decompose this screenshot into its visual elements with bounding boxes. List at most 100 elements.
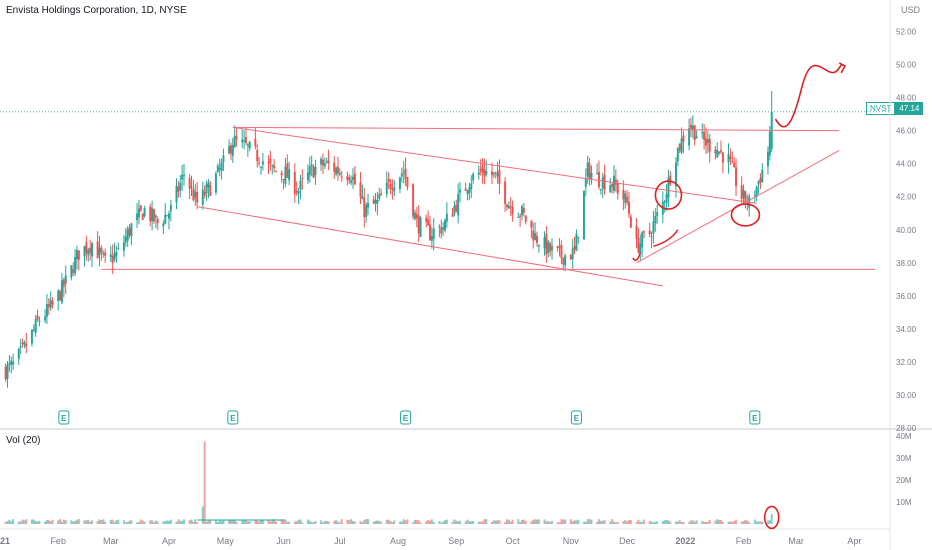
volume-bar <box>755 521 758 524</box>
volume-bar <box>663 520 666 524</box>
candle-body <box>338 172 341 175</box>
candle-body <box>267 162 270 164</box>
candle-body <box>38 320 41 322</box>
volume-bar <box>141 520 144 524</box>
volume-bar <box>438 521 441 524</box>
volume-bar <box>402 519 405 524</box>
candle-body <box>359 182 362 198</box>
volume-bar <box>718 519 721 524</box>
candle-body <box>596 173 599 175</box>
candle-body <box>154 215 157 218</box>
volume-bar <box>560 519 563 524</box>
candle-body <box>385 182 388 195</box>
candle-body <box>398 177 401 190</box>
candle-body <box>17 349 20 360</box>
candle-body <box>571 248 574 260</box>
candle-body <box>761 169 764 183</box>
candle-body <box>241 139 244 143</box>
candle-body <box>560 244 563 258</box>
candle-body <box>372 199 375 204</box>
candle-body <box>113 253 116 260</box>
candle-body <box>470 183 473 190</box>
volume-bar <box>244 520 247 524</box>
volume-bar <box>282 519 285 524</box>
candle-body <box>282 178 285 180</box>
volume-bar <box>203 441 206 524</box>
candle-body <box>30 329 33 344</box>
volume-bar <box>481 521 484 524</box>
volume-bar <box>286 521 289 524</box>
candle-body <box>196 191 199 203</box>
candle-body <box>75 250 78 260</box>
volume-bar <box>220 521 223 524</box>
volume-bar <box>308 520 311 524</box>
candle-body <box>648 230 651 235</box>
candle-body <box>472 174 475 181</box>
candle-body <box>573 246 576 250</box>
candle-body <box>720 150 723 152</box>
time-tick-label: Jun <box>276 536 291 546</box>
candle-body <box>643 231 646 233</box>
volume-bar <box>695 520 698 524</box>
candle-body <box>569 255 572 260</box>
volume-bar <box>733 521 736 524</box>
candle-body <box>451 213 454 217</box>
candle-body <box>584 178 587 187</box>
volume-bar <box>207 520 210 524</box>
volume-bar <box>744 520 747 524</box>
candle-body <box>243 140 246 142</box>
trendline-drawings <box>0 111 890 521</box>
volume-bar <box>323 521 326 524</box>
candle-body <box>742 189 745 198</box>
candle-body <box>669 175 672 185</box>
volume-bar <box>532 519 535 524</box>
volume-bar <box>25 519 28 524</box>
volume-bar <box>746 520 749 524</box>
volume-bar <box>635 522 638 524</box>
candle-body <box>327 160 330 164</box>
candle-body <box>306 172 309 181</box>
candle-body <box>477 172 480 175</box>
volume-bar <box>284 519 287 524</box>
candle-body <box>457 193 460 216</box>
volume-bar <box>271 519 274 524</box>
candle-body <box>689 124 692 129</box>
candle-body <box>374 200 377 204</box>
candle-body <box>442 227 445 230</box>
candle-body <box>284 166 287 184</box>
volume-bar <box>62 519 65 524</box>
volume-bar <box>534 519 537 524</box>
candle-body <box>481 166 484 173</box>
candle-body <box>166 215 169 217</box>
candle-body <box>188 178 191 189</box>
volume-bar <box>612 521 615 524</box>
volume-bar <box>57 520 60 524</box>
volume-bar <box>102 519 105 524</box>
candle-body <box>89 247 92 253</box>
candle-body <box>74 257 77 274</box>
candle-body <box>759 177 762 183</box>
candle-body <box>10 360 13 366</box>
candle-body <box>444 220 446 231</box>
volume-bar <box>453 519 456 524</box>
volume-bar <box>91 520 94 524</box>
candle-body <box>259 167 262 169</box>
volume-bar <box>295 521 298 524</box>
candle-body <box>455 204 458 212</box>
candle-body <box>96 241 99 259</box>
time-tick-label: Feb <box>736 536 752 546</box>
candle-body <box>62 279 65 287</box>
candle-body <box>297 190 300 194</box>
volume-bar <box>34 520 37 524</box>
candle-body <box>175 185 178 203</box>
candle-body <box>703 131 706 140</box>
candle-body <box>335 168 338 175</box>
candle-body <box>427 219 430 226</box>
candle-body <box>124 236 127 243</box>
volume-bar <box>109 519 112 524</box>
candle-body <box>314 166 317 176</box>
time-tick-label: Mar <box>103 536 119 546</box>
volume-bar <box>98 519 101 524</box>
